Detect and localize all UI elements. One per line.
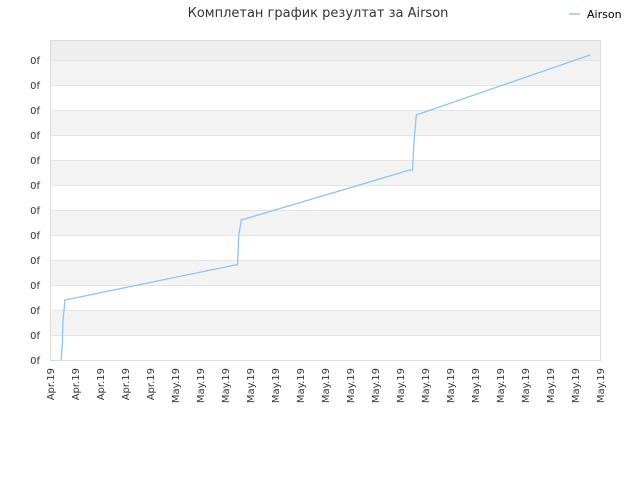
y-tick-label: 0f [30, 281, 40, 292]
x-tick-label: May.19 [496, 368, 507, 403]
x-tick-label: May.19 [171, 368, 182, 403]
x-tick-label: Apr.19 [96, 368, 107, 400]
plot-band [50, 260, 600, 285]
series-line-airson [60, 54, 591, 361]
chart-title: Комплетан график резултат за Airson [188, 6, 449, 21]
plot-band [50, 235, 600, 260]
x-tick-label: May.19 [396, 368, 407, 403]
plot-area-border [50, 40, 601, 361]
series-layer [60, 54, 591, 361]
y-tick-label: 0f [30, 181, 40, 192]
x-tick-label: May.19 [596, 368, 607, 403]
x-tick-label: May.19 [196, 368, 207, 403]
y-axis-tick-labels: 0f 0f 0f 0f 0f 0f 0f 0f 0f 0f 0f 0f 0f [30, 56, 40, 367]
x-tick-label: May.19 [246, 368, 257, 403]
plot-background-bands [50, 40, 600, 361]
x-tick-label: Apr.19 [46, 368, 57, 400]
x-tick-label: May.19 [446, 368, 457, 403]
x-axis-tick-labels: Apr.19 Apr.19 Apr.19 Apr.19 Apr.19 May.19 May.… [46, 368, 607, 403]
plot-band [50, 210, 600, 235]
y-tick-label: 0f [30, 131, 40, 142]
plot-band [50, 285, 600, 310]
y-tick-label: 0f [30, 306, 40, 317]
plot-band [50, 85, 600, 110]
x-tick-label: May.19 [546, 368, 557, 403]
legend: Airson [569, 8, 622, 21]
x-tick-label: May.19 [521, 368, 532, 403]
plot-band [50, 185, 600, 210]
plot-band [50, 160, 600, 185]
x-tick-label: May.19 [221, 368, 232, 403]
y-tick-label: 0f [30, 331, 40, 342]
x-tick-label: May.19 [296, 368, 307, 403]
y-tick-label: 0f [30, 231, 40, 242]
plot-band [50, 335, 600, 360]
plot-band [50, 40, 600, 60]
y-tick-label: 0f [30, 356, 40, 367]
y-tick-label: 0f [30, 206, 40, 217]
y-tick-label: 0f [30, 56, 40, 67]
x-tick-label: May.19 [571, 368, 582, 403]
x-tick-label: Apr.19 [121, 368, 132, 400]
y-tick-label: 0f [30, 156, 40, 167]
x-tick-label: May.19 [346, 368, 357, 403]
plot-band [50, 135, 600, 160]
x-tick-label: May.19 [421, 368, 432, 403]
x-tick-label: May.19 [471, 368, 482, 403]
plot-band [50, 310, 600, 335]
x-tick-label: May.19 [271, 368, 282, 403]
y-tick-label: 0f [30, 81, 40, 92]
plot-band [50, 60, 600, 85]
x-tick-label: Apr.19 [71, 368, 82, 400]
x-tick-label: Apr.19 [146, 368, 157, 400]
x-tick-label: May.19 [371, 368, 382, 403]
y-tick-label: 0f [30, 106, 40, 117]
legend-label-airson: Airson [587, 8, 622, 21]
y-tick-label: 0f [30, 256, 40, 267]
x-tick-label: May.19 [321, 368, 332, 403]
plot-band [50, 110, 600, 135]
